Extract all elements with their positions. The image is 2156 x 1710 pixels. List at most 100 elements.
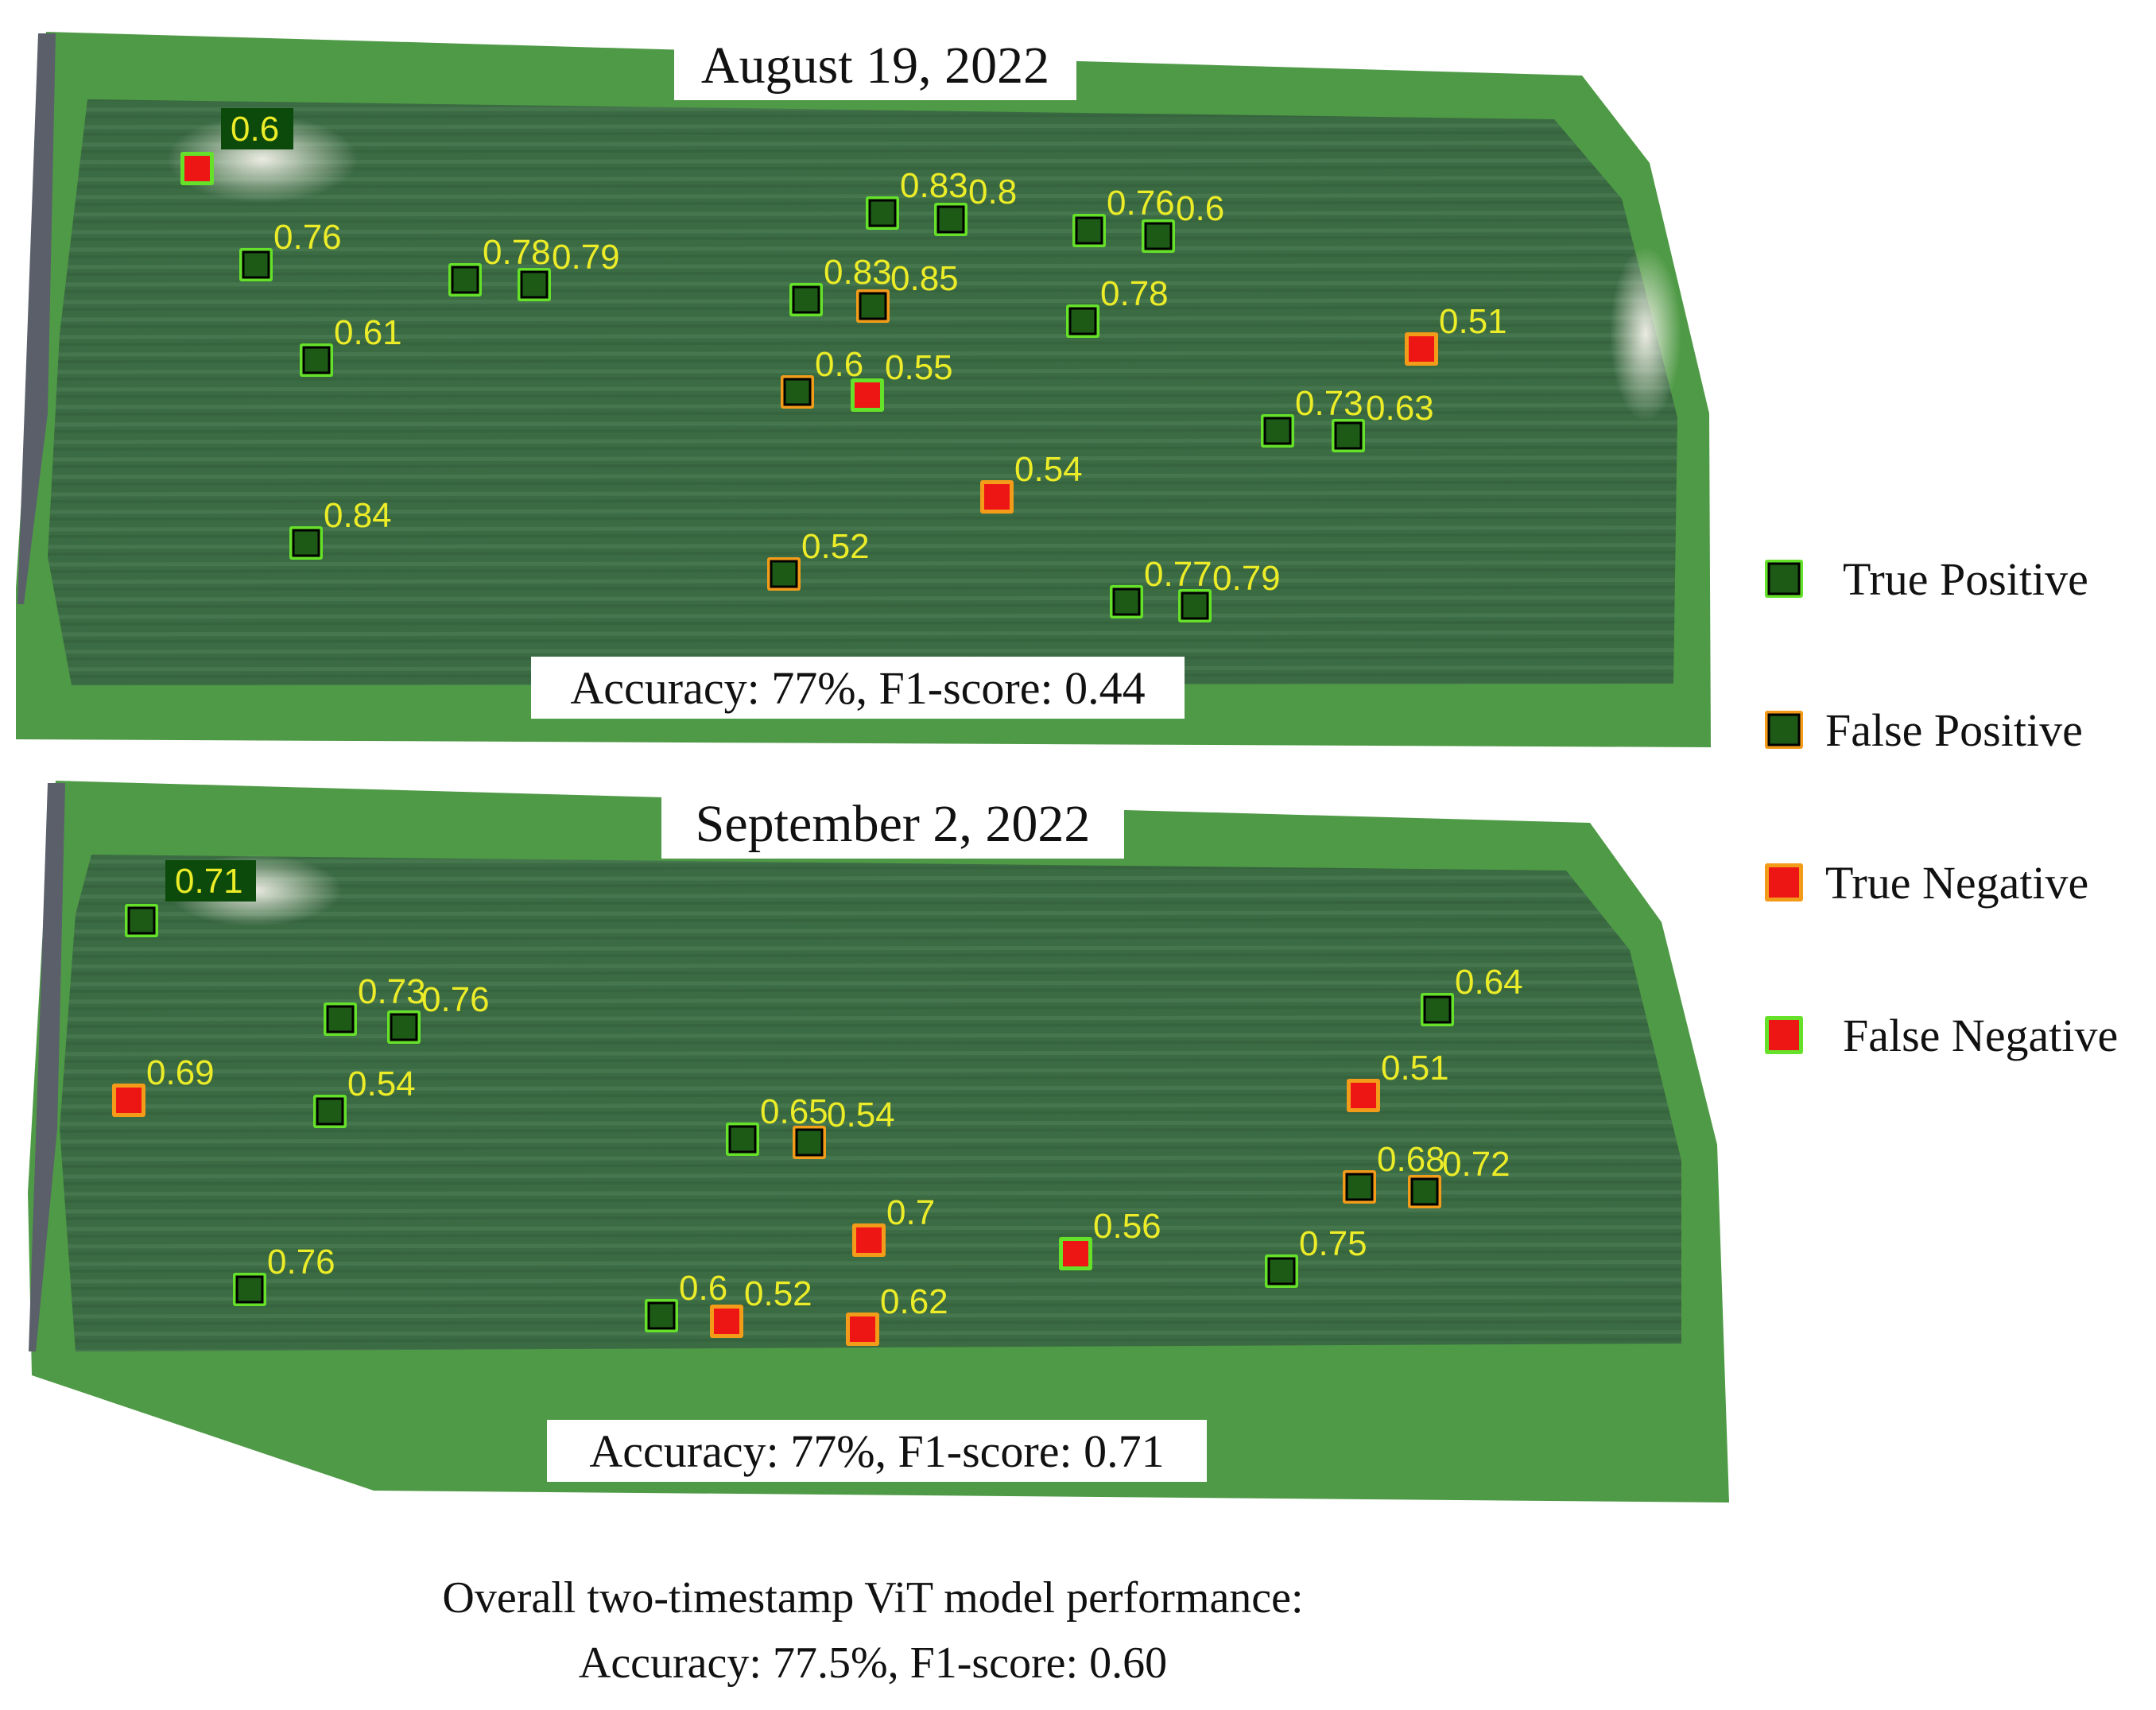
legend-true-positive-swatch-fill <box>1767 562 1801 595</box>
legend-true-negative-swatch <box>1765 863 1803 902</box>
legend-false-negative-swatch-fill <box>1769 1020 1799 1050</box>
sep-marker-tp-score-label: 0.65 <box>760 1092 828 1131</box>
sep-marker-fp-fill <box>1345 1173 1374 1201</box>
aug-marker-fn <box>851 378 884 412</box>
aug-marker-tp-score-label: 0.77 <box>1144 555 1212 594</box>
sep-marker-fp-fill <box>795 1128 824 1157</box>
field-image-august <box>16 32 1711 747</box>
aug-marker-tp-fill <box>242 250 270 279</box>
sep-marker-tp <box>645 1299 678 1332</box>
aug-marker-tn <box>980 480 1014 514</box>
metrics-bg-september <box>547 1420 1207 1482</box>
sep-marker-fp-score-label: 0.68 <box>1377 1140 1445 1179</box>
sep-marker-fp <box>793 1126 826 1159</box>
sep-marker-tp-fill <box>235 1275 264 1304</box>
sep-marker-tp-score-box <box>165 860 256 902</box>
sep-marker-tn <box>710 1305 743 1338</box>
sep-marker-fp <box>1343 1170 1376 1204</box>
detection-markers: 0.60.76 0.78 0.790.610.840.83 0.8 0.76 0.60.8… <box>112 108 1523 1346</box>
aug-marker-tp <box>866 196 899 230</box>
aug-marker-tp-fill <box>1334 421 1363 450</box>
sep-marker-tp <box>726 1123 759 1156</box>
aug-marker-tn-score-label: 0.54 <box>1014 450 1083 489</box>
aug-marker-tp <box>518 268 551 301</box>
aug-marker-fp-score-label: 0.85 <box>890 259 959 298</box>
aug-marker-fn-fill <box>855 382 880 408</box>
legend: True Positive False Positive True Negative… <box>1765 553 2118 1061</box>
aug-marker-tp <box>1072 214 1106 247</box>
aug-marker-tp-fill <box>302 346 331 374</box>
field-image-september <box>28 781 1729 1503</box>
aug-marker-tp <box>1066 304 1099 338</box>
metrics-august: Accuracy: 77%, F1-score: 0.44 <box>570 662 1145 714</box>
sep-marker-fp-score-label: 0.54 <box>827 1095 895 1134</box>
field-strip-august <box>17 33 56 604</box>
legend-true-negative-swatch-fill <box>1769 867 1799 898</box>
aug-marker-fn-score-label: 0.55 <box>885 348 953 387</box>
aug-marker-fp <box>781 375 814 409</box>
sep-marker-tn-score-label: 0.62 <box>880 1282 948 1321</box>
aug-marker-tp-fill <box>520 270 549 299</box>
aug-marker-tp-score-label: 0.63 <box>1366 389 1434 428</box>
aug-marker-tn-fill <box>1409 336 1434 362</box>
aug-marker-tp-fill <box>868 199 897 227</box>
dry-patch-august <box>167 115 358 203</box>
date-title-september: September 2, 2022 <box>696 795 1091 853</box>
aug-marker-fp <box>856 289 890 323</box>
aug-marker-tp-fill <box>1263 417 1292 445</box>
aug-marker-fp-fill <box>770 560 798 588</box>
metrics-bg-august <box>531 657 1185 719</box>
aug-marker-tp-score-label: 0.84 <box>324 496 392 535</box>
aug-marker-tp-score-label: 0.76 <box>1107 184 1175 223</box>
aug-marker-fp-fill <box>783 378 812 406</box>
aug-marker-tp-score-label: 0.79 <box>1212 559 1281 598</box>
sep-marker-tp-fill <box>326 1005 355 1033</box>
aug-marker-tp-fill <box>936 205 965 234</box>
aug-marker-tp-fill <box>1181 591 1209 620</box>
aug-marker-tp <box>789 283 823 316</box>
sep-marker-tp-fill <box>1267 1257 1296 1285</box>
sep-marker-tp-score-label: 0.76 <box>421 980 490 1019</box>
date-title-bg-august <box>674 35 1076 100</box>
sep-marker-tp-score-label: 0.71 <box>175 862 243 901</box>
aug-marker-tp-score-label: 0.83 <box>824 253 892 292</box>
sep-marker-fp-score-label: 0.72 <box>1442 1145 1510 1184</box>
overall-line-2: Accuracy: 77.5%, F1-score: 0.60 <box>579 1638 1167 1688</box>
aug-marker-tp <box>1332 419 1365 452</box>
sep-marker-tn <box>1347 1079 1380 1112</box>
aug-marker-tp-score-label: 0.78 <box>1100 274 1169 313</box>
legend-false-negative-swatch <box>1765 1016 1803 1054</box>
sep-marker-tp-score-label: 0.6 <box>679 1269 727 1308</box>
aug-marker-tp-score-label: 0.8 <box>968 173 1017 211</box>
sep-marker-tp <box>324 1002 357 1036</box>
legend-true-positive-label: True Positive <box>1843 553 2088 605</box>
sep-marker-fn <box>1059 1237 1092 1270</box>
aug-marker-fp-score-label: 0.6 <box>815 345 863 384</box>
sep-marker-tp-score-label: 0.54 <box>347 1064 416 1103</box>
sep-marker-tn-score-label: 0.69 <box>146 1053 215 1092</box>
aug-marker-tp-score-label: 0.83 <box>900 166 968 205</box>
aug-marker-tp-fill <box>1144 222 1173 250</box>
aug-marker-fp-score-label: 0.52 <box>801 527 870 566</box>
metrics-september: Accuracy: 77%, F1-score: 0.71 <box>589 1425 1164 1477</box>
sep-marker-tp <box>313 1095 347 1128</box>
aug-marker-tp-fill <box>1068 307 1097 335</box>
sep-marker-fn-fill <box>1063 1241 1088 1266</box>
sep-marker-tn <box>852 1223 886 1257</box>
aug-marker-tp <box>1178 589 1212 622</box>
aug-marker-tp-score-label: 0.61 <box>334 313 402 352</box>
sep-marker-tn-fill <box>856 1227 882 1253</box>
aug-marker-tn-score-label: 0.51 <box>1439 302 1507 341</box>
sep-marker-tn-score-label: 0.7 <box>886 1193 935 1232</box>
aug-marker-tp-fill <box>792 285 820 314</box>
aug-marker-tp-fill <box>451 266 479 294</box>
sep-marker-tp <box>1265 1254 1298 1288</box>
sep-marker-tp <box>1421 993 1454 1026</box>
aug-marker-tp <box>1110 585 1143 618</box>
sep-marker-tp-fill <box>647 1301 676 1330</box>
aug-marker-tp-score-label: 0.6 <box>1176 189 1224 228</box>
sep-marker-tp <box>233 1273 266 1306</box>
aug-marker-fp <box>767 557 801 591</box>
legend-true-negative-label: True Negative <box>1825 857 2088 909</box>
field-rows-september <box>60 855 1681 1351</box>
